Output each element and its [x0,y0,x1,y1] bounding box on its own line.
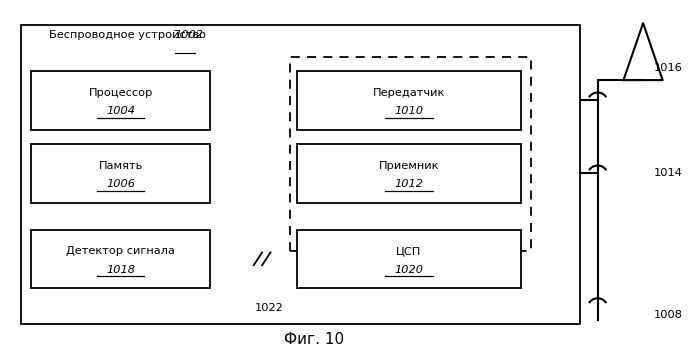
Text: 1018: 1018 [106,265,135,275]
Text: 1014: 1014 [654,168,682,178]
Text: Беспроводное устройство: Беспроводное устройство [49,30,213,40]
Text: ЦСП: ЦСП [396,246,421,256]
Text: 1016: 1016 [654,63,682,73]
Text: 1012: 1012 [394,179,424,189]
Bar [31,71,210,130]
Text: Приемник: Приемник [379,161,439,171]
Text: 1010: 1010 [394,106,424,116]
Bar [21,25,580,324]
Text: 1006: 1006 [106,179,135,189]
Bar [31,144,210,203]
Bar [297,230,521,288]
Text: 1020: 1020 [394,265,424,275]
Text: 1022: 1022 [254,303,284,313]
Text: Передатчик: Передатчик [373,88,445,98]
Text: 1008: 1008 [654,310,682,320]
Text: Процессор: Процессор [88,88,153,98]
Text: 1002: 1002 [175,30,203,40]
Text: 1004: 1004 [106,106,135,116]
Bar [31,230,210,288]
Bar [297,144,521,203]
Bar [297,71,521,130]
Text: Детектор сигнала: Детектор сигнала [66,246,175,256]
Bar [290,57,531,251]
Text: Память: Память [99,161,143,171]
Text: Фиг. 10: Фиг. 10 [284,332,345,347]
